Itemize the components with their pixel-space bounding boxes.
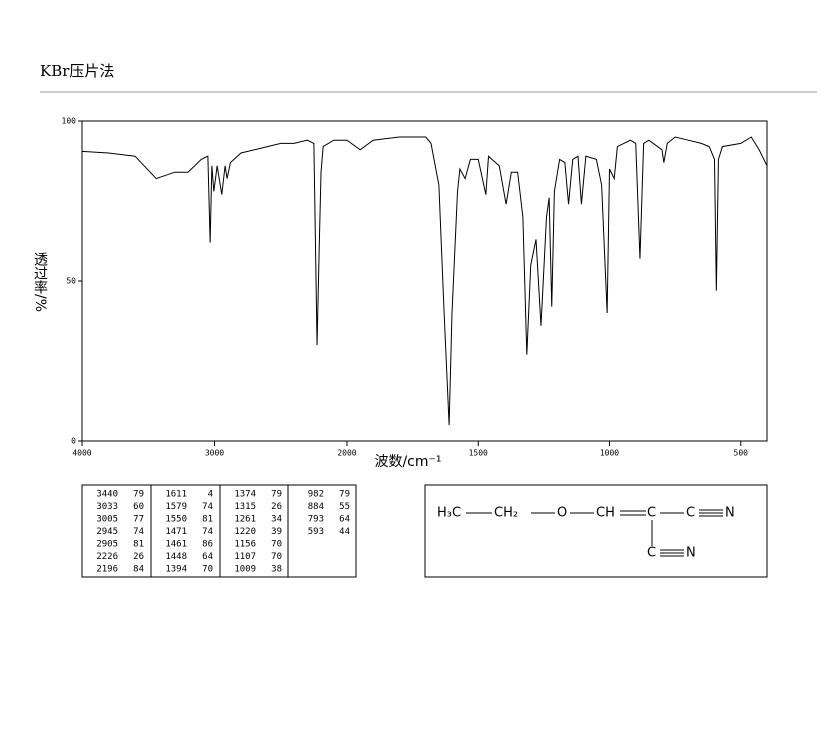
spectrum-line [81,136,768,426]
peak-wavenumber: 2905 [96,540,118,550]
x-tick-label: 4000 [72,449,91,458]
peak-wavenumber: 3005 [96,515,118,525]
structure-atom: O [557,506,567,521]
peak-transmittance: 79 [133,490,144,500]
structure-bonds [466,509,723,557]
peak-transmittance: 70 [202,565,213,575]
structure-frame [424,484,768,578]
peak-transmittance: 70 [271,540,282,550]
structure-atom: C [647,506,656,521]
peak-wavenumber: 1315 [234,502,256,512]
peak-transmittance: 77 [133,515,144,525]
peak-transmittance: 39 [271,527,282,537]
peak-transmittance: 64 [202,552,213,562]
peak-transmittance: 74 [202,527,213,537]
peak-table-frame [81,484,357,578]
peak-transmittance: 4 [208,490,213,500]
structure-atom: CH₂ [494,506,518,521]
peak-transmittance: 79 [339,490,350,500]
peak-transmittance: 64 [339,515,350,525]
plot-frame [81,120,768,442]
peak-wavenumber: 793 [308,515,324,525]
x-tick-label: 2000 [337,449,356,458]
peak-transmittance: 38 [271,565,282,575]
structure-atom: N [686,546,696,561]
x-tick-label: 1500 [469,449,488,458]
peak-transmittance: 81 [202,515,213,525]
peak-transmittance: 44 [339,527,350,537]
peak-transmittance: 74 [133,527,144,537]
peak-wavenumber: 1579 [165,502,187,512]
peak-transmittance: 79 [271,490,282,500]
peak-wavenumber: 2945 [96,527,118,537]
peak-transmittance: 34 [271,515,282,525]
peak-wavenumber: 1220 [234,527,256,537]
x-axis-label: 波数/cm⁻¹ [374,454,441,470]
peak-wavenumber: 1550 [165,515,187,525]
peak-transmittance: 74 [202,502,213,512]
peak-wavenumber: 2226 [96,552,118,562]
peak-wavenumber: 1448 [165,552,187,562]
peak-wavenumber: 1261 [234,515,256,525]
peak-transmittance: 86 [202,540,213,550]
peak-transmittance: 70 [271,552,282,562]
peak-wavenumber: 1394 [165,565,187,575]
structure-atom: H₃C [437,506,461,521]
method-title: KBr压片法 [40,62,114,80]
peak-transmittance: 26 [133,552,144,562]
peak-wavenumber: 982 [308,490,324,500]
peak-wavenumber: 1461 [165,540,187,550]
x-tick-label: 500 [734,449,749,458]
y-tick-label: 0 [71,437,76,446]
peak-wavenumber: 1156 [234,540,256,550]
structure-atom: C [647,546,656,561]
peak-transmittance: 55 [339,502,350,512]
y-tick-label: 100 [62,117,77,126]
structure-atom: C [686,506,695,521]
peak-transmittance: 81 [133,540,144,550]
peak-wavenumber: 1374 [234,490,256,500]
peak-wavenumber: 1009 [234,565,256,575]
peak-transmittance: 60 [133,502,144,512]
x-tick-label: 1000 [600,449,619,458]
peak-transmittance: 26 [271,502,282,512]
x-tick-label: 3000 [205,449,224,458]
peak-wavenumber: 884 [308,502,324,512]
peak-transmittance: 84 [133,565,144,575]
peak-wavenumber: 2196 [96,565,118,575]
peak-wavenumber: 1611 [165,490,187,500]
peak-wavenumber: 3440 [96,490,118,500]
structure-atom: CH [596,506,615,521]
peak-wavenumber: 593 [308,527,324,537]
peak-wavenumber: 1107 [234,552,256,562]
y-axis-label: 透过率/% [32,252,48,312]
structure-atom: N [725,506,735,521]
peak-wavenumber: 3033 [96,502,118,512]
y-tick-label: 50 [66,277,76,286]
peak-wavenumber: 1471 [165,527,187,537]
